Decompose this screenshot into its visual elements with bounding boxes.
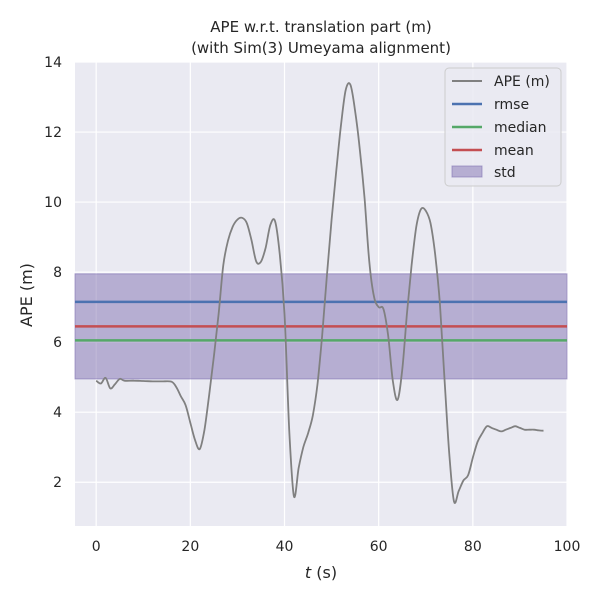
x-tick-label: 0 [92,539,101,555]
legend-std-label: std [494,165,516,181]
legend: APE (m) rmse median mean std [444,67,562,187]
x-tick-label: 40 [276,539,294,555]
legend-mean-label: mean [494,143,534,159]
x-tick-labels: 0 20 40 60 80 100 [92,539,581,555]
legend-ape-label: APE (m) [494,74,550,90]
y-tick-label: 8 [53,265,62,281]
y-axis-label: APE (m) [17,263,36,327]
chart-title: APE w.r.t. translation part (m) [210,18,431,36]
x-axis-unit: (s) [311,563,337,582]
y-tick-label: 2 [53,475,62,491]
x-axis-label: t (s) [305,563,337,582]
x-tick-label: 100 [554,539,581,555]
x-tick-label: 60 [370,539,388,555]
legend-box [444,67,562,187]
y-tick-label: 12 [44,125,62,141]
ape-series-line [95,82,544,504]
legend-median-label: median [494,120,546,136]
x-axis-variable: t [305,563,312,582]
y-tick-label: 6 [53,335,62,351]
y-tick-label: 10 [44,195,62,211]
y-tick-label: 4 [53,405,62,421]
chart-subtitle: (with Sim(3) Umeyama alignment) [191,39,451,57]
x-tick-label: 20 [181,539,199,555]
x-tick-label: 80 [464,539,482,555]
y-tick-label: 14 [44,55,62,71]
legend-rmse-label: rmse [494,97,529,113]
legend-std-swatch [451,165,483,178]
y-tick-labels: 2 4 6 8 10 12 14 [44,55,62,491]
